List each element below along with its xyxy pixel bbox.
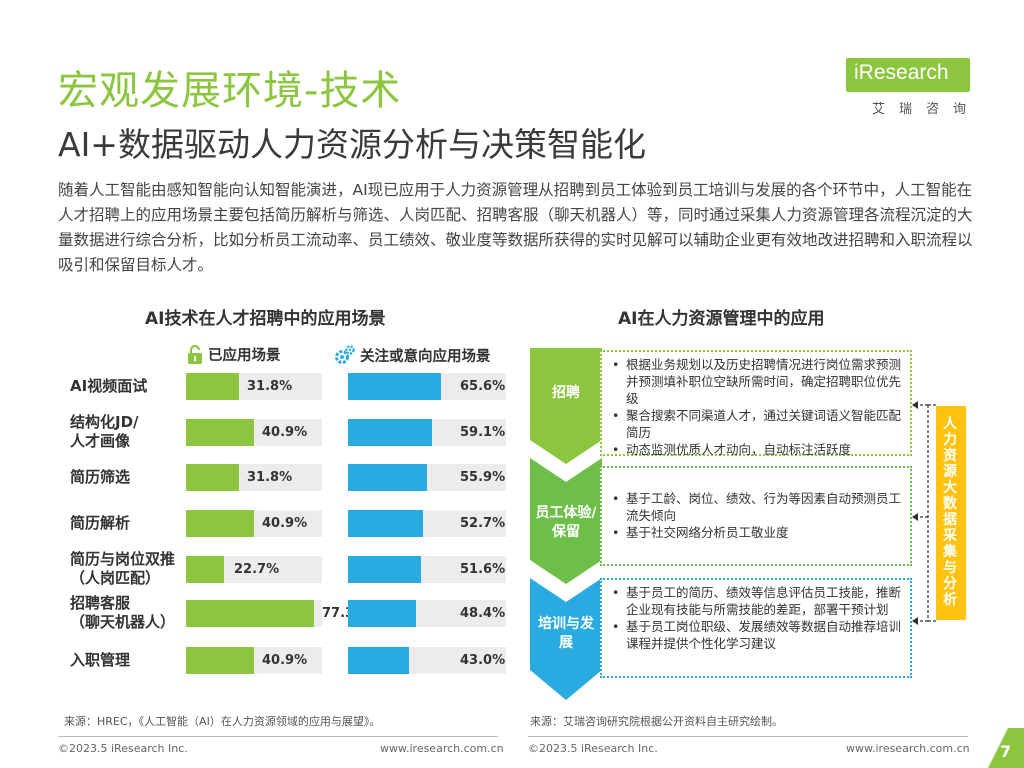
data-label: 48.4% xyxy=(460,606,506,621)
footer-divider-left xyxy=(58,736,498,737)
bar-applied xyxy=(186,556,224,583)
page-number-tab xyxy=(988,728,1024,768)
data-label: 22.7% xyxy=(234,562,280,577)
feedback-connector xyxy=(912,401,936,625)
category-label-line: 入职管理 xyxy=(70,651,131,669)
list-item: 基于社交网络分析员工敬业度 xyxy=(610,524,902,541)
legend-interested-label: 关注或意向应用场景 xyxy=(360,348,491,365)
list-item: 根据业务规划以及历史招聘情况进行岗位需求预测并预测填补职位空缺所需时间，确定招聘… xyxy=(610,356,902,407)
data-label: 31.8% xyxy=(247,379,293,394)
category-label-line: 简历解析 xyxy=(70,514,131,532)
category-label-line: （人岗匹配） xyxy=(70,569,161,587)
list-item: 基于员工岗位职级、发展绩效等数据自动推荐培训课程并提供个性化学习建议 xyxy=(610,618,902,652)
data-label: 59.1% xyxy=(460,425,506,440)
category-label-line: 人才画像 xyxy=(70,432,131,450)
gears-icon xyxy=(335,345,355,364)
stage-box-recruit: 根据业务规划以及历史招聘情况进行岗位需求预测并预测填补职位空缺所需时间，确定招聘… xyxy=(600,350,912,458)
bar-interested xyxy=(348,600,416,627)
list-item: 聚合搜索不同渠道人才，通过关键词语义智能匹配简历 xyxy=(610,407,902,441)
stage-label-training: 培训与发展 xyxy=(538,616,594,651)
stage-experience-shape xyxy=(530,458,602,584)
list-item: 基于工龄、岗位、绩效、行为等因素自动预测员工流失倾向 xyxy=(610,490,902,524)
list-item: 基于员工的简历、绩效等信息评估员工技能，推断企业现有技能与所需技能的差距，部署干… xyxy=(610,584,902,618)
bar-interested xyxy=(348,556,421,583)
stage-recruit-shape xyxy=(530,348,602,464)
bar-applied xyxy=(186,373,239,400)
legend-applied-label: 已应用场景 xyxy=(208,348,281,364)
stage-label-experience: 员工体验/保留 xyxy=(535,505,597,540)
data-label: 43.0% xyxy=(460,653,506,668)
bar-applied xyxy=(186,600,314,627)
stage-label-recruit: 招聘 xyxy=(552,385,580,401)
arrow-left-icon xyxy=(912,513,918,521)
category-label-line: 招聘客服 xyxy=(70,594,131,612)
footer-divider-right xyxy=(528,736,968,737)
category-label: 结构化JD/人才画像 xyxy=(70,413,139,451)
footer-copyright-right: ©2023.5 iResearch Inc. xyxy=(528,742,658,755)
data-label: 51.6% xyxy=(460,562,506,577)
data-label: 52.7% xyxy=(460,516,506,531)
bar-interested xyxy=(348,510,423,537)
category-label-line: AI视频面试 xyxy=(70,377,148,395)
category-label: 简历与岗位双推 （人岗匹配） xyxy=(70,550,175,588)
page-number: 7 xyxy=(1000,742,1012,761)
stage-box-experience: 基于工龄、岗位、绩效、行为等因素自动预测员工流失倾向 基于社交网络分析员工敬业度 xyxy=(600,466,912,566)
data-label: 40.9% xyxy=(262,425,308,440)
footer-url-left: www.iresearch.com.cn xyxy=(380,742,504,755)
chart-title: AI技术在人才招聘中的应用场景 xyxy=(145,309,386,329)
category-label-line: 简历与岗位双推 xyxy=(70,550,176,568)
arrow-left-icon xyxy=(912,401,918,409)
footer-url-right: www.iresearch.com.cn xyxy=(846,742,970,755)
lock-icon xyxy=(188,344,202,364)
stage-arrows xyxy=(530,348,602,700)
logo-wordmark: iResearch xyxy=(854,61,949,84)
data-label: 31.8% xyxy=(247,470,293,485)
chart-source: 来源：HREC，《人工智能（AI）在人力资源领域的应用与展望》。 xyxy=(64,715,381,728)
category-label-line: 结构化JD/ xyxy=(70,413,139,431)
diagram-title: AI在人力资源管理中的应用 xyxy=(618,309,825,329)
category-label: 简历解析 xyxy=(70,514,130,533)
logo-chinese: 艾瑞咨询 xyxy=(872,102,981,117)
page-title: 宏观发展环境-技术 xyxy=(58,68,402,114)
bar-interested xyxy=(348,464,427,491)
intro-paragraph: 随着人工智能由感知智能向认知智能演进，AI现已应用于人力资源管理从招聘到员工体验… xyxy=(58,181,973,274)
bar-applied xyxy=(186,464,239,491)
stage-training-shape xyxy=(530,578,602,700)
data-label: 40.9% xyxy=(262,653,308,668)
footer-copyright-left: ©2023.5 iResearch Inc. xyxy=(58,742,188,755)
category-label: 招聘客服 （聊天机器人） xyxy=(70,594,175,632)
bar-applied xyxy=(186,419,254,446)
data-label: 55.9% xyxy=(460,470,506,485)
legend-interested: 关注或意向应用场景 xyxy=(334,344,491,366)
bar-interested xyxy=(348,419,432,446)
legend-applied: 已应用场景 xyxy=(186,344,281,365)
data-label: 65.6% xyxy=(460,379,506,394)
iresearch-logo: iResearch 艾瑞咨询 xyxy=(846,58,976,122)
logo-background xyxy=(846,58,970,92)
bar-interested xyxy=(348,647,409,674)
bar-interested xyxy=(348,373,441,400)
diagram-source: 来源：艾瑞咨询研究院根据公开资料自主研究绘制。 xyxy=(530,715,783,728)
arrow-left-icon xyxy=(912,617,918,625)
category-label: AI视频面试 xyxy=(70,377,147,396)
list-item: 动态监测优质人才动向，自动标注活跃度 xyxy=(610,441,902,458)
category-label: 入职管理 xyxy=(70,651,130,670)
category-label-line: （聊天机器人） xyxy=(70,613,176,631)
side-label-box: 人力资源大数据采集与分析 xyxy=(936,406,966,620)
data-label: 40.9% xyxy=(262,516,308,531)
page-subtitle: AI+数据驱动人力资源分析与决策智能化 xyxy=(58,125,646,164)
bar-applied xyxy=(186,647,254,674)
category-label-line: 简历筛选 xyxy=(70,468,131,486)
category-label: 简历筛选 xyxy=(70,468,130,487)
bar-applied xyxy=(186,510,254,537)
side-label: 人力资源大数据采集与分析 xyxy=(943,416,957,608)
stage-box-training: 基于员工的简历、绩效等信息评估员工技能，推断企业现有技能与所需技能的差距，部署干… xyxy=(600,578,912,678)
